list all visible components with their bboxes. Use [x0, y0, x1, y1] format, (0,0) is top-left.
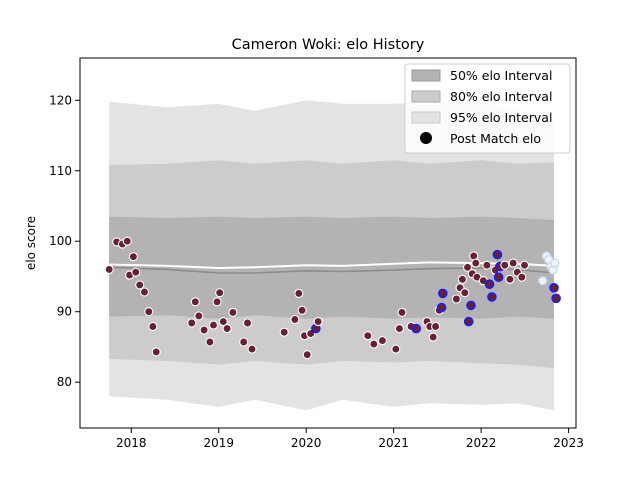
post-match-point — [148, 321, 158, 332]
post-match-point — [313, 317, 323, 327]
y-tick-label: 120 — [49, 93, 72, 107]
post-match-point — [194, 311, 204, 321]
post-match-point — [508, 258, 518, 268]
y-axis-label: elo score — [24, 216, 38, 270]
post-match-point — [187, 318, 197, 328]
post-match-point — [279, 327, 289, 337]
chart-title: Cameron Woki: elo History — [232, 37, 425, 53]
post-match-point — [363, 331, 373, 341]
post-match-point — [431, 321, 441, 332]
post-match-point — [212, 297, 222, 307]
post-match-point — [131, 267, 141, 277]
legend-label-80: 80% elo Interval — [450, 89, 552, 104]
post-match-point — [218, 317, 228, 327]
post-match-point — [377, 336, 387, 346]
post-match-point-highlight — [493, 272, 504, 283]
x-tick-label: 2020 — [291, 436, 322, 450]
x-tick-label: 2021 — [378, 436, 409, 450]
mean-elo-line — [109, 261, 555, 270]
legend-swatch-80 — [411, 90, 441, 103]
post-match-point — [391, 344, 401, 354]
post-match-point-highlight — [487, 292, 497, 302]
legend-label-post-match: Post Match elo — [450, 131, 541, 146]
x-tick-label: 2023 — [553, 436, 584, 450]
post-match-point — [139, 287, 150, 297]
post-match-point — [297, 305, 307, 315]
post-match-point — [397, 307, 407, 317]
post-match-point — [394, 324, 404, 334]
x-tick-label: 2018 — [116, 436, 147, 450]
recent-match-point — [538, 276, 548, 286]
legend: 50% elo Interval 80% elo Interval 95% el… — [404, 63, 571, 154]
post-match-points — [104, 236, 561, 360]
post-match-point-highlight — [436, 302, 447, 313]
post-match-point — [460, 288, 470, 298]
post-match-point-highlight — [492, 249, 503, 260]
post-match-point — [222, 324, 232, 334]
legend-marker-post-match — [420, 132, 432, 144]
post-match-point — [151, 347, 161, 357]
x-tick-label: 2022 — [466, 436, 497, 450]
legend-label-95: 95% elo Interval — [450, 110, 552, 125]
post-match-point — [505, 274, 515, 284]
post-match-point-highlight — [484, 279, 495, 290]
post-match-point — [462, 262, 473, 272]
post-match-point — [482, 260, 492, 270]
post-match-point-highlight — [549, 282, 559, 293]
y-axis: 80 90 100 110 120 — [49, 93, 80, 389]
post-match-point — [457, 274, 467, 284]
post-match-point — [242, 318, 253, 328]
post-match-point — [104, 264, 114, 274]
post-match-point — [208, 320, 219, 330]
y-tick-label: 100 — [49, 234, 72, 248]
post-match-point — [302, 350, 312, 360]
post-match-point — [500, 260, 510, 270]
post-match-point — [428, 332, 438, 342]
post-match-point — [290, 314, 300, 325]
post-match-point — [228, 307, 238, 317]
plot-area — [104, 98, 561, 411]
legend-swatch-50 — [411, 69, 441, 82]
post-match-point — [215, 288, 225, 298]
y-tick-label: 110 — [49, 164, 72, 178]
legend-swatch-95 — [411, 111, 441, 124]
recent-match-point — [550, 258, 560, 268]
post-match-point — [205, 337, 215, 347]
post-match-point-highlight — [551, 293, 561, 304]
y-tick-label: 90 — [57, 305, 72, 319]
post-match-point — [144, 307, 154, 317]
post-match-point — [369, 339, 379, 349]
post-match-point — [239, 337, 249, 347]
post-match-point — [517, 272, 527, 282]
post-match-point — [519, 260, 530, 270]
post-match-point — [451, 294, 461, 304]
x-axis: 2018 2019 2020 2021 2022 2023 — [116, 428, 584, 450]
post-match-point — [294, 288, 304, 298]
post-match-point — [199, 325, 209, 335]
post-match-point — [135, 280, 145, 290]
plot-frame — [79, 57, 577, 429]
post-match-point-highlight — [411, 323, 422, 334]
post-match-point-highlight — [437, 288, 448, 299]
post-match-point — [471, 258, 481, 268]
post-match-point-highlight — [463, 316, 474, 327]
x-tick-label: 2019 — [203, 436, 234, 450]
post-match-point — [128, 252, 138, 262]
y-tick-label: 80 — [57, 375, 72, 389]
post-match-point-highlight — [466, 300, 476, 311]
post-match-point — [247, 344, 257, 354]
legend-box — [404, 63, 571, 154]
post-match-point — [122, 236, 132, 246]
post-match-point — [190, 297, 200, 307]
legend-label-50: 50% elo Interval — [450, 68, 552, 83]
